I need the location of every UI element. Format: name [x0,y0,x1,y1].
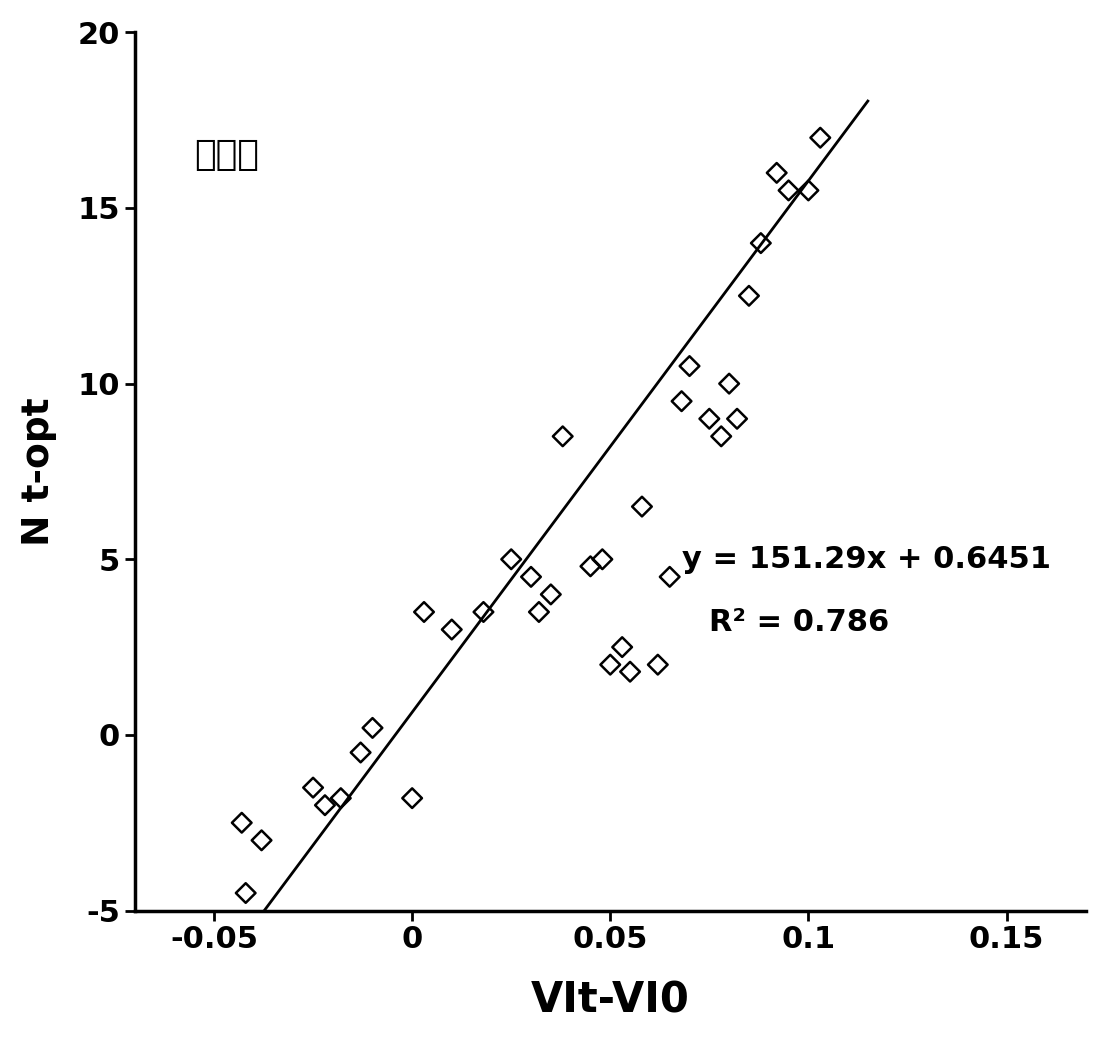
Point [779,182,797,199]
Point [364,720,382,737]
Point [582,557,599,574]
Point [700,411,718,427]
Point [503,551,521,568]
Point [622,664,639,680]
Point [443,621,461,638]
Point [673,393,690,410]
Point [633,498,650,515]
Point [316,797,334,814]
Point [740,288,758,304]
Point [660,569,678,586]
Point [720,375,738,392]
Point [649,656,667,673]
Point [613,639,630,655]
Point [680,357,698,374]
Point [233,815,251,832]
Point [352,744,370,761]
X-axis label: VIt-VI0: VIt-VI0 [531,979,689,1021]
Point [811,129,829,146]
Point [475,603,493,620]
Point [728,411,746,427]
Point [403,790,421,807]
Point [768,165,786,181]
Point [332,790,350,807]
Point [799,182,817,199]
Point [531,603,548,620]
Text: R² = 0.786: R² = 0.786 [709,609,889,637]
Point [253,832,271,848]
Point [415,603,433,620]
Point [602,656,619,673]
Point [522,569,539,586]
Point [554,428,572,445]
Point [542,586,559,602]
Point [751,234,769,251]
Text: y = 151.29x + 0.6451: y = 151.29x + 0.6451 [682,545,1050,574]
Point [304,779,322,796]
Point [236,885,254,901]
Y-axis label: N t-opt: N t-opt [21,397,57,546]
Text: 郑州点: 郑州点 [194,139,259,172]
Point [713,428,730,445]
Point [594,551,612,568]
